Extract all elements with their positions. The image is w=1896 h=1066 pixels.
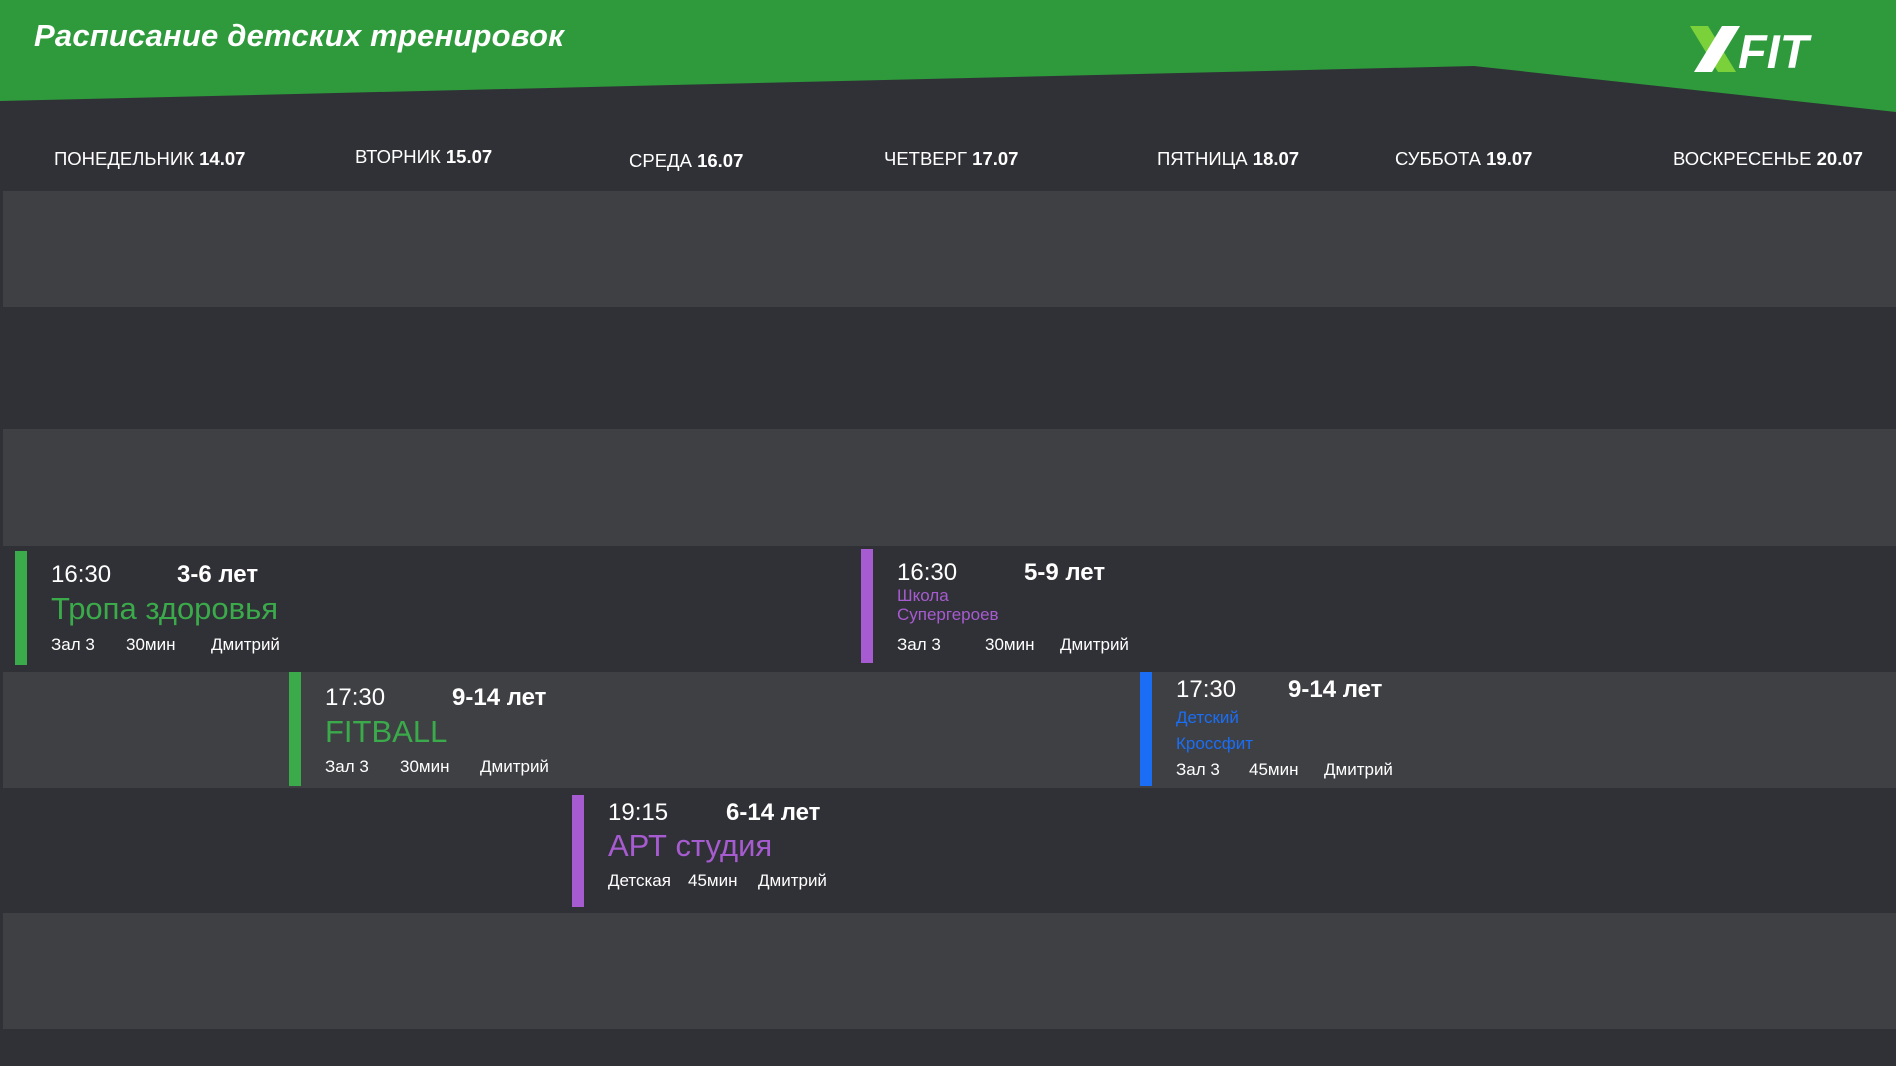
schedule-row-band (3, 429, 1896, 546)
xfit-logo: FIT (1690, 25, 1813, 76)
event-card-fitball[interactable]: 17:30 9-14 лет FITBALL Зал 3 30мин Дмитр… (289, 672, 589, 786)
day-header-friday: ПЯТНИЦА 18.07 (1157, 148, 1299, 170)
event-time: 16:30 (897, 559, 958, 586)
event-duration: 45мин (688, 871, 738, 890)
event-title-line-1: Детский (1176, 708, 1239, 727)
event-duration: 30мин (126, 635, 176, 654)
event-card-detskiy-krossfit[interactable]: 17:30 9-14 лет Детский Кроссфит Зал 3 45… (1140, 672, 1440, 786)
day-date: 16.07 (697, 150, 744, 171)
day-header-wednesday: СРЕДА 16.07 (629, 150, 743, 172)
page-title: Расписание детских тренировок (34, 18, 564, 53)
event-time: 17:30 (325, 684, 386, 711)
event-age: 9-14 лет (1288, 676, 1383, 703)
day-name: СРЕДА (629, 150, 692, 171)
day-name: ВТОРНИК (355, 146, 441, 167)
event-title: АРТ студия (608, 828, 773, 863)
event-duration: 45мин (1249, 760, 1299, 779)
event-title: Тропа здоровья (51, 591, 279, 626)
event-hall: Зал 3 (897, 635, 941, 654)
event-hall: Детская (608, 871, 671, 890)
day-date: 19.07 (1486, 148, 1533, 169)
event-card-tropa-zdorovya[interactable]: 16:30 3-6 лет Тропа здоровья Зал 3 30мин… (15, 551, 345, 665)
event-hall: Зал 3 (51, 635, 95, 654)
day-header-monday: ПОНЕДЕЛЬНИК 14.07 (54, 148, 245, 170)
day-name: СУББОТА (1395, 148, 1481, 169)
day-header-saturday: СУББОТА 19.07 (1395, 148, 1532, 170)
event-title-line-1: Школа (897, 586, 949, 605)
event-duration: 30мин (985, 635, 1035, 654)
event-trainer: Дмитрий (1324, 760, 1393, 779)
event-trainer: Дмитрий (480, 757, 549, 776)
day-date: 15.07 (445, 146, 493, 167)
schedule-row-band (3, 191, 1896, 307)
event-time: 19:15 (608, 799, 669, 826)
event-time: 16:30 (51, 561, 112, 588)
event-hall: Зал 3 (1176, 760, 1220, 779)
event-age: 9-14 лет (452, 684, 547, 711)
event-time: 17:30 (1176, 676, 1237, 703)
day-date: 14.07 (199, 148, 246, 169)
event-title-line-2: Супергероев (897, 605, 999, 624)
event-age: 3-6 лет (177, 561, 259, 588)
schedule-row-band (3, 913, 1896, 1029)
event-title-line-2: Кроссфит (1176, 734, 1254, 753)
day-name: ЧЕТВЕРГ (884, 148, 968, 169)
event-duration: 30мин (400, 757, 450, 776)
event-card-shkola-supergeroev[interactable]: 16:30 5-9 лет Школа Супергероев Зал 3 30… (861, 549, 1161, 663)
day-header-tuesday: ВТОРНИК 15.07 (355, 146, 492, 168)
day-header-sunday: ВОСКРЕСЕНЬЕ 20.07 (1673, 148, 1863, 170)
schedule-row-band (3, 672, 1896, 788)
event-trainer: Дмитрий (211, 635, 280, 654)
event-age: 5-9 лет (1024, 559, 1106, 586)
day-name: ПОНЕДЕЛЬНИК (54, 148, 194, 169)
day-header-thursday: ЧЕТВЕРГ 17.07 (884, 148, 1018, 170)
event-card-art-studiya[interactable]: 19:15 6-14 лет АРТ студия Детская 45мин … (572, 795, 872, 907)
event-title: FITBALL (325, 714, 448, 749)
event-age: 6-14 лет (726, 799, 821, 826)
header-band (0, 0, 1896, 112)
event-trainer: Дмитрий (1060, 635, 1129, 654)
brand-text: FIT (1738, 25, 1813, 76)
event-trainer: Дмитрий (758, 871, 827, 890)
day-name: ПЯТНИЦА (1157, 148, 1248, 169)
event-hall: Зал 3 (325, 757, 369, 776)
day-date: 20.07 (1816, 148, 1863, 169)
day-date: 17.07 (972, 148, 1019, 169)
day-name: ВОСКРЕСЕНЬЕ (1673, 148, 1812, 169)
day-date: 18.07 (1252, 148, 1300, 169)
x-mark-icon (1690, 26, 1740, 72)
